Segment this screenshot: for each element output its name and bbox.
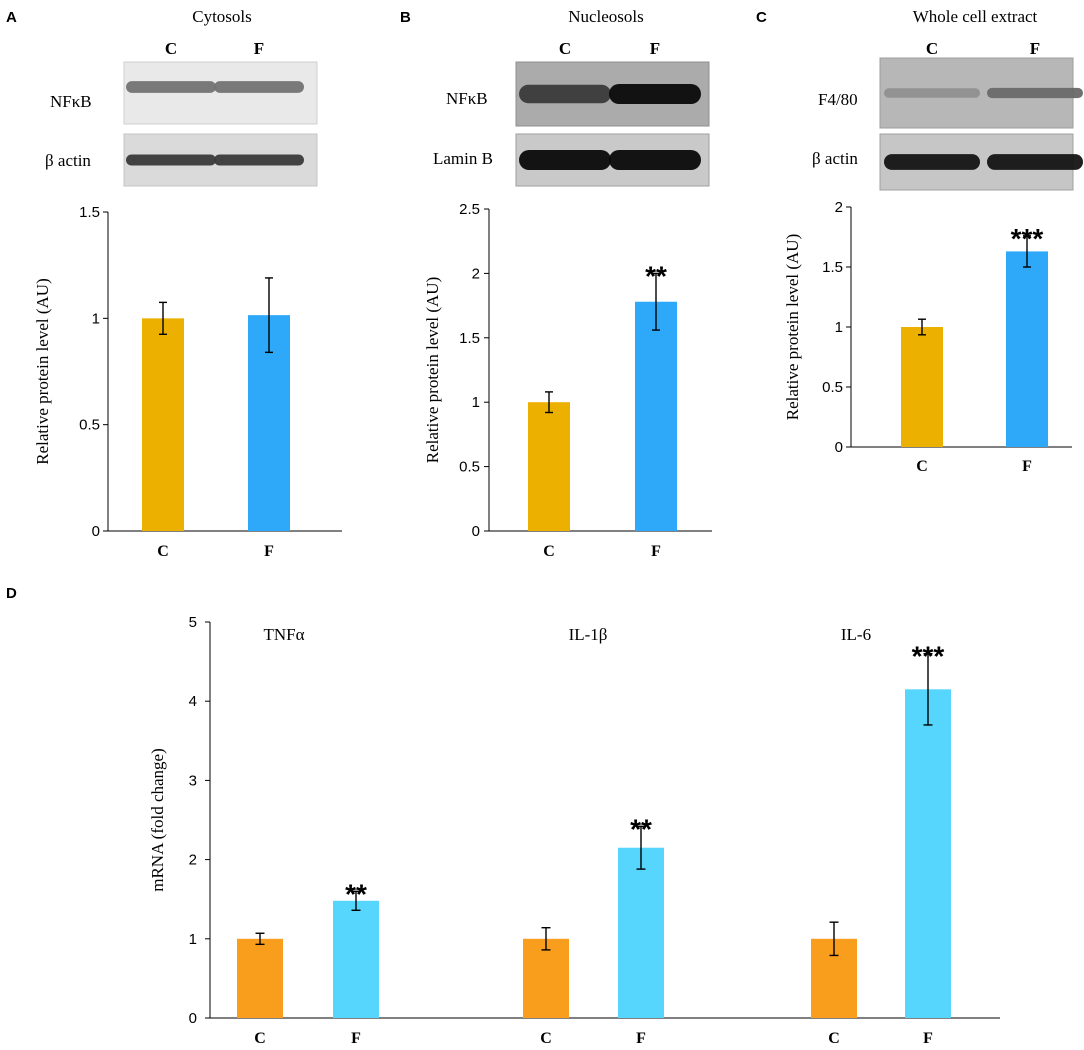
panel-d-significance-marker: ** <box>630 813 652 844</box>
panel-d-plot: 0 1 2 3 4 5 mRNA (fold change) C ** F C ** F C *** F TNF… <box>148 614 1000 1047</box>
panel-a-y-tick-label: 1.5 <box>79 204 100 221</box>
panel-c-blot-label-1: F4/80 <box>818 90 858 109</box>
panel-d-bar <box>523 938 569 1018</box>
panel-b-lane-label-f: F <box>650 39 660 58</box>
panel-a-x-tick-label: C <box>157 543 169 560</box>
panel-b-y-tick-label: 1.5 <box>459 330 480 347</box>
panel-d: D 0 1 2 3 4 5 mRNA (fold change) C ** F C ** F C *** F T… <box>6 585 1000 1047</box>
panel-d-group-label: IL-1β <box>569 625 608 644</box>
panel-b-lane-label-c: C <box>559 39 571 58</box>
panel-a-bar <box>142 318 184 531</box>
panel-d-y-tick-label: 5 <box>189 614 197 631</box>
panel-b-blot-label-1: NFκB <box>446 89 488 108</box>
panel-b: B Nucleosols C F NFκB Lamin B 0 0.5 1 1.5 2 2… <box>400 7 712 560</box>
panel-c-blot-2-band-1 <box>884 154 980 170</box>
panel-a-blot-2-band-1 <box>126 154 216 166</box>
panel-b-x-tick-label: C <box>543 543 555 560</box>
panel-b-y-tick-label: 0.5 <box>459 459 480 476</box>
panel-d-y-axis-label: mRNA (fold change) <box>148 748 167 892</box>
panel-c-title: Whole cell extract <box>913 7 1038 26</box>
panel-c-blot-label-2: β actin <box>812 149 858 168</box>
panel-a-y-tick-label: 1 <box>92 310 100 327</box>
panel-d-y-tick-label: 1 <box>189 931 197 948</box>
panel-a-letter: A <box>6 9 17 26</box>
panel-d-bar <box>237 938 283 1018</box>
panel-a-x-tick-label: F <box>264 543 274 560</box>
panel-d-x-tick-label: F <box>923 1030 933 1047</box>
panel-a-blot-1 <box>123 61 318 125</box>
panel-d-bar <box>333 900 379 1018</box>
panel-d-y-tick-label: 2 <box>189 852 197 869</box>
panel-b-y-tick-label: 1 <box>472 394 480 411</box>
panel-d-y-tick-label: 3 <box>189 772 197 789</box>
panel-b-y-tick-label: 2 <box>472 265 480 282</box>
panel-b-y-tick-label: 0 <box>472 523 480 540</box>
panel-d-letter: D <box>6 585 17 602</box>
panel-c-y-tick-label: 1 <box>835 319 843 336</box>
panel-b-blot-1-band-2 <box>609 84 701 104</box>
panel-d-group-label: IL-6 <box>841 625 871 644</box>
panel-a-lane-label-c: C <box>165 39 177 58</box>
panel-a-lane-label-f: F <box>254 39 264 58</box>
panel-a: A Cytosols C F NFκB β actin 0 0.5 1 1.5 Rela… <box>6 7 342 560</box>
panel-a-blot-2-band-2 <box>214 154 304 166</box>
panel-d-bar <box>618 847 664 1018</box>
panel-b-bar <box>528 402 570 531</box>
panel-d-y-tick-label: 0 <box>189 1010 197 1027</box>
panel-b-significance-marker: ** <box>645 260 667 291</box>
panel-a-plot: 0 0.5 1 1.5 Relative protein level (AU) C F <box>33 204 342 560</box>
panel-c-plot: 0 0.5 1 1.5 2 Relative protein level (AU) C ***… <box>783 199 1072 475</box>
panel-b-blot-2-band-1 <box>519 150 611 170</box>
panel-c-bar <box>1006 251 1048 447</box>
panel-d-x-tick-label: C <box>828 1030 840 1047</box>
panel-d-x-tick-label: F <box>636 1030 646 1047</box>
panel-b-plot: 0 0.5 1 1.5 2 2.5 Relative protein level (AU) C… <box>423 201 712 560</box>
panel-c-bar <box>901 327 943 447</box>
panel-d-x-tick-label: C <box>540 1030 552 1047</box>
panel-c-blot-1-band-1 <box>884 88 980 98</box>
panel-c-lane-label-c: C <box>926 39 938 58</box>
panel-c-x-tick-label: F <box>1022 458 1032 475</box>
panel-c-lane-label-f: F <box>1030 39 1040 58</box>
panel-c-x-tick-label: C <box>916 458 928 475</box>
panel-a-blot-label-1: NFκB <box>50 92 92 111</box>
panel-c-blot-2-band-2 <box>987 154 1083 170</box>
panel-a-blot-label-2: β actin <box>45 151 91 170</box>
panel-d-x-tick-label: C <box>254 1030 266 1047</box>
panel-c-y-axis-label: Relative protein level (AU) <box>783 234 802 420</box>
panel-d-group-label: TNFα <box>263 625 304 644</box>
panel-d-significance-marker: *** <box>912 641 945 672</box>
panel-b-blot-label-2: Lamin B <box>433 149 493 168</box>
panel-a-y-tick-label: 0.5 <box>79 417 100 434</box>
panel-b-title: Nucleosols <box>568 7 644 26</box>
panel-b-x-tick-label: F <box>651 543 661 560</box>
panel-a-y-axis-label: Relative protein level (AU) <box>33 278 52 464</box>
panel-c-y-tick-label: 0 <box>835 439 843 456</box>
panel-b-bar <box>635 301 677 531</box>
panel-c-y-tick-label: 1.5 <box>822 259 843 276</box>
panel-b-y-tick-label: 2.5 <box>459 201 480 218</box>
panel-c-significance-marker: *** <box>1011 223 1044 254</box>
panel-b-blot-1-band-1 <box>519 84 611 104</box>
panel-d-bar <box>905 689 951 1018</box>
panel-b-y-axis-label: Relative protein level (AU) <box>423 277 442 463</box>
panel-c-blot-1-band-2 <box>987 87 1083 99</box>
panel-a-y-tick-label: 0 <box>92 523 100 540</box>
panel-d-significance-marker: ** <box>345 878 367 909</box>
panel-b-blot-2-band-2 <box>609 150 701 170</box>
panel-c-y-tick-label: 0.5 <box>822 379 843 396</box>
panel-c: C Whole cell extract C F F4/80 β actin 0… <box>756 7 1083 475</box>
panel-a-title: Cytosols <box>192 7 252 26</box>
panel-c-y-tick-label: 2 <box>835 199 843 216</box>
panel-d-y-tick-label: 4 <box>189 693 197 710</box>
panel-a-blot-1-band-1 <box>126 81 216 93</box>
panel-b-letter: B <box>400 9 411 26</box>
panel-c-letter: C <box>756 9 767 26</box>
panel-d-x-tick-label: F <box>351 1030 361 1047</box>
panel-a-blot-1-band-2 <box>214 81 304 93</box>
